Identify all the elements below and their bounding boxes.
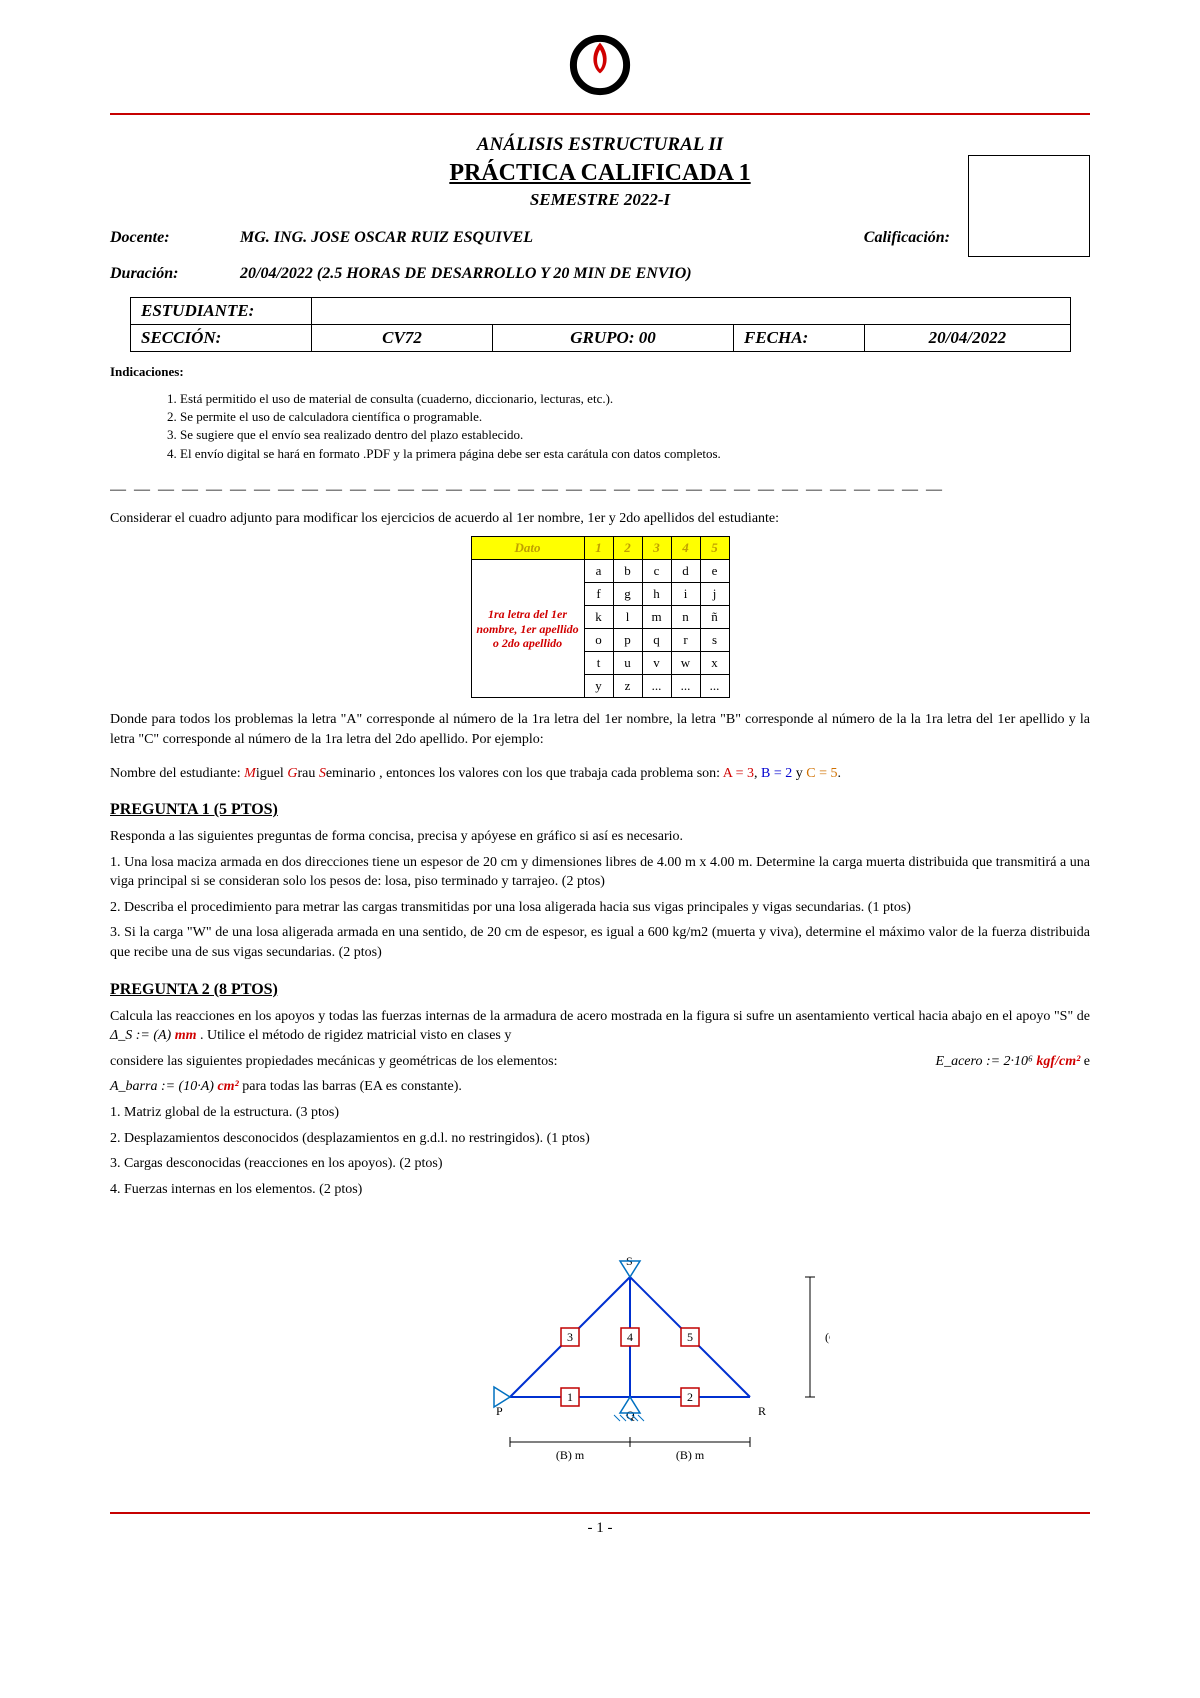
q2-body: Calcula las reacciones en los apoyos y t…	[110, 1007, 1090, 1200]
student-table: ESTUDIANTE: SECCIÓN: CV72 GRUPO: 00 FECH…	[130, 297, 1071, 352]
q2-p1: Calcula las reacciones en los apoyos y t…	[110, 1007, 1090, 1046]
letter-table: Dato 1 2 3 4 5 1ra letra del 1er nombre,…	[471, 536, 730, 698]
q1-intro: Responda a las siguientes preguntas de f…	[110, 827, 1090, 847]
svg-text:(B) m: (B) m	[676, 1448, 705, 1462]
lt-head: 5	[700, 537, 729, 560]
svg-text:(B) m: (B) m	[556, 1448, 585, 1462]
grade-box	[968, 155, 1090, 257]
q2-p3: A_barra := (10·A) cm² para todas las bar…	[110, 1077, 1090, 1097]
q2-i3: 3. Cargas desconocidas (reacciones en lo…	[110, 1154, 1090, 1174]
lt-head: 1	[584, 537, 613, 560]
table-footer: Donde para todos los problemas la letra …	[110, 710, 1090, 749]
seccion-label: SECCIÓN:	[131, 324, 312, 351]
indicaciones-list: Está permitido el uso de material de con…	[160, 390, 1090, 463]
logo	[110, 30, 1090, 105]
table-intro: Considerar el cuadro adjunto para modifi…	[110, 509, 1090, 529]
svg-text:P: P	[496, 1404, 503, 1418]
q2-i2: 2. Desplazamientos desconocidos (desplaz…	[110, 1129, 1090, 1149]
grupo-value: GRUPO: 00	[493, 324, 734, 351]
page-number: - 1 -	[110, 1520, 1090, 1537]
svg-text:5: 5	[687, 1330, 693, 1344]
indicaciones-title: Indicaciones:	[110, 364, 1090, 380]
truss-diagram: 12345PQRS(B) m(B) m(C) m	[110, 1217, 1090, 1482]
fecha-label: FECHA:	[734, 324, 865, 351]
fecha-value: 20/04/2022	[865, 324, 1071, 351]
q2-i4: 4. Fuerzas internas en los elementos. (2…	[110, 1180, 1090, 1200]
duracion-label: Duración:	[110, 265, 240, 283]
lt-side: 1ra letra del 1er nombre, 1er apellido o…	[471, 560, 584, 698]
seccion-value: CV72	[312, 324, 493, 351]
q2-i1: 1. Matriz global de la estructura. (3 pt…	[110, 1103, 1090, 1123]
indic-item: Está permitido el uso de material de con…	[180, 390, 1090, 408]
q2-title: PREGUNTA 2 (8 PTOS)	[110, 981, 1090, 999]
q1-p2: 2. Describa el procedimiento para metrar…	[110, 898, 1090, 918]
semester: SEMESTRE 2022-I	[110, 189, 1090, 211]
svg-text:R: R	[758, 1404, 766, 1418]
top-rule	[110, 113, 1090, 115]
estudiante-cell	[312, 297, 1071, 324]
svg-text:(C) m: (C) m	[825, 1330, 830, 1344]
lt-head: 4	[671, 537, 700, 560]
bottom-rule	[110, 1512, 1090, 1514]
svg-text:3: 3	[567, 1330, 573, 1344]
svg-text:4: 4	[627, 1330, 633, 1344]
lt-head: 2	[613, 537, 642, 560]
docente-label: Docente:	[110, 229, 240, 247]
lt-head: 3	[642, 537, 671, 560]
svg-text:2: 2	[687, 1390, 693, 1404]
exam-title: PRÁCTICA CALIFICADA 1	[110, 158, 1090, 189]
q2-p2: considere las siguientes propiedades mec…	[110, 1052, 1090, 1072]
indic-item: Se sugiere que el envío sea realizado de…	[180, 426, 1090, 444]
q1-p3: 3. Si la carga "W" de una losa aligerada…	[110, 923, 1090, 962]
estudiante-label: ESTUDIANTE:	[131, 297, 312, 324]
example-line: Nombre del estudiante: Miguel Grau Semin…	[110, 764, 1090, 784]
q1-p1: 1. Una losa maciza armada en dos direcci…	[110, 853, 1090, 892]
duracion-value: 20/04/2022 (2.5 HORAS DE DESARROLLO Y 20…	[240, 265, 1090, 283]
calificacion-label: Calificación:	[810, 229, 950, 247]
indic-item: Se permite el uso de calculadora científ…	[180, 408, 1090, 426]
docente-value: MG. ING. JOSE OSCAR RUIZ ESQUIVEL	[240, 229, 810, 247]
lt-head: Dato	[471, 537, 584, 560]
dash-line: — — — — — — — — — — — — — — — — — — — — …	[110, 481, 1090, 499]
svg-text:1: 1	[567, 1390, 573, 1404]
q1-body: Responda a las siguientes preguntas de f…	[110, 827, 1090, 963]
course-name: ANÁLISIS ESTRUCTURAL II	[110, 133, 1090, 158]
q1-title: PREGUNTA 1 (5 PTOS)	[110, 801, 1090, 819]
indic-item: El envío digital se hará en formato .PDF…	[180, 445, 1090, 463]
